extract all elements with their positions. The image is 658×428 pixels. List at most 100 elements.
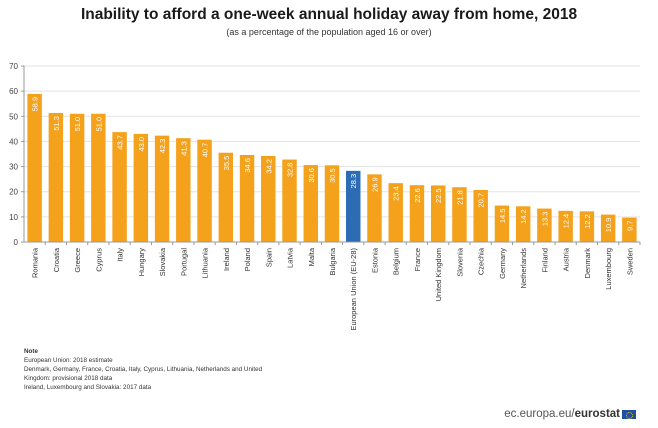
data-label: 41.3 bbox=[179, 141, 188, 156]
category-label: Austria bbox=[562, 247, 571, 271]
x-axis: Romania Croatia Greece Cyprus Italy Hungary Sl… bbox=[24, 241, 641, 331]
data-label: 30.6 bbox=[307, 168, 316, 183]
data-label: 30.5 bbox=[328, 168, 337, 183]
data-label: 42.3 bbox=[158, 139, 167, 154]
bar bbox=[218, 152, 234, 242]
data-label: 9.7 bbox=[625, 221, 634, 231]
y-tick-label: 10 bbox=[9, 213, 18, 222]
data-label: 58.9 bbox=[31, 97, 40, 112]
note-line: Kingdom: provisional 2018 data bbox=[24, 375, 113, 382]
category-label: European Union (EU-28) bbox=[349, 248, 358, 331]
bar bbox=[239, 155, 255, 242]
y-tick-label: 50 bbox=[9, 112, 18, 121]
bars: 58.9 51.3 51.0 51.0 43.7 43.0 42.3 41.3 40.7 35.5… bbox=[27, 93, 637, 243]
note-line: Denmark, Germany, France, Croatia, Italy… bbox=[24, 366, 263, 373]
y-tick-label: 0 bbox=[14, 238, 19, 247]
bar bbox=[579, 211, 595, 242]
chart-subtitle: (as a percentage of the population aged … bbox=[226, 27, 432, 37]
category-label: Spain bbox=[264, 248, 273, 267]
category-label: Italy bbox=[116, 248, 125, 262]
data-label: 28.3 bbox=[349, 174, 358, 189]
bar bbox=[515, 206, 531, 242]
data-label: 35.5 bbox=[222, 156, 231, 171]
bar bbox=[622, 217, 637, 242]
data-label: 20.7 bbox=[477, 193, 486, 208]
bar bbox=[452, 187, 467, 242]
bar bbox=[154, 135, 170, 242]
data-label: 22.6 bbox=[413, 188, 422, 203]
data-label: 21.8 bbox=[455, 190, 464, 205]
data-label: 51.0 bbox=[73, 117, 82, 132]
bar bbox=[409, 185, 425, 242]
y-tick-label: 60 bbox=[9, 87, 18, 96]
category-label: Romania bbox=[31, 247, 40, 278]
category-label: Germany bbox=[498, 248, 507, 279]
category-label: Netherlands bbox=[519, 248, 528, 289]
category-label: Croatia bbox=[52, 247, 61, 272]
bar bbox=[367, 174, 382, 242]
category-label: Sweden bbox=[625, 248, 634, 275]
bar bbox=[112, 132, 127, 242]
category-label: Malta bbox=[307, 247, 316, 266]
category-label: Ireland bbox=[222, 248, 231, 271]
bar bbox=[133, 133, 149, 242]
data-label: 34.2 bbox=[264, 159, 273, 174]
y-axis: 0 10 20 30 40 50 60 70 bbox=[9, 62, 25, 247]
y-tick-label: 20 bbox=[9, 188, 18, 197]
data-label: 22.5 bbox=[434, 188, 443, 203]
category-label: Denmark bbox=[583, 248, 592, 279]
category-label: Finland bbox=[540, 248, 549, 273]
data-label: 14.2 bbox=[519, 209, 528, 224]
source-brand: eurostat bbox=[574, 408, 620, 420]
bar bbox=[69, 113, 85, 243]
y-tick-label: 70 bbox=[9, 62, 18, 71]
data-label: 34.6 bbox=[243, 158, 252, 173]
eu-flag-icon bbox=[622, 409, 636, 419]
bar bbox=[388, 183, 403, 242]
source-footer: ec.europa.eu/eurostat bbox=[504, 408, 636, 420]
category-label: France bbox=[413, 248, 422, 271]
category-label: Luxembourg bbox=[604, 248, 613, 290]
bar bbox=[27, 93, 42, 242]
data-label: 32.8 bbox=[286, 163, 295, 178]
bar bbox=[494, 205, 510, 242]
category-label: Greece bbox=[73, 248, 82, 273]
y-tick-label: 30 bbox=[9, 163, 18, 172]
category-label: Slovenia bbox=[455, 247, 464, 277]
category-label: United Kingdom bbox=[434, 248, 443, 301]
category-label: Poland bbox=[243, 248, 252, 271]
category-label: Latvia bbox=[286, 247, 295, 268]
bar bbox=[558, 210, 573, 242]
category-label: Slovakia bbox=[158, 247, 167, 276]
data-label: 12.2 bbox=[583, 214, 592, 229]
category-label: Portugal bbox=[179, 248, 188, 276]
bar bbox=[261, 156, 276, 242]
note-line: European Union: 2018 estimate bbox=[24, 357, 113, 364]
data-label: 23.4 bbox=[392, 186, 401, 201]
data-label: 12.4 bbox=[562, 214, 571, 229]
data-label: 40.7 bbox=[201, 143, 210, 158]
bar bbox=[303, 165, 318, 242]
category-label: Czechia bbox=[477, 247, 486, 275]
category-label: Belgium bbox=[392, 248, 401, 275]
category-label: Cyprus bbox=[94, 248, 103, 272]
bar bbox=[346, 170, 361, 242]
data-label: 13.3 bbox=[540, 212, 549, 227]
data-label: 43.7 bbox=[116, 135, 125, 150]
category-label: Hungary bbox=[137, 248, 146, 277]
bar bbox=[430, 185, 446, 242]
note-line: Ireland, Luxembourg and Slovakia: 2017 d… bbox=[24, 384, 152, 391]
bar-chart: 0 10 20 30 40 50 60 70 58.9 51.3 51.0 51.0 43.7 43.0… bbox=[9, 62, 641, 331]
data-label: 51.3 bbox=[52, 116, 61, 131]
y-tick-label: 40 bbox=[9, 137, 18, 146]
chart-title: Inability to afford a one-week annual ho… bbox=[80, 6, 578, 23]
bar bbox=[48, 113, 64, 242]
bar bbox=[282, 159, 297, 242]
bar bbox=[600, 214, 616, 242]
category-label: Lithuania bbox=[201, 247, 210, 278]
category-label: Bulgaria bbox=[328, 247, 337, 275]
source-site: ec.europa.eu/ bbox=[504, 408, 575, 420]
category-label: Estonia bbox=[370, 247, 379, 273]
data-label: 43.0 bbox=[137, 137, 146, 152]
bar bbox=[91, 113, 106, 243]
